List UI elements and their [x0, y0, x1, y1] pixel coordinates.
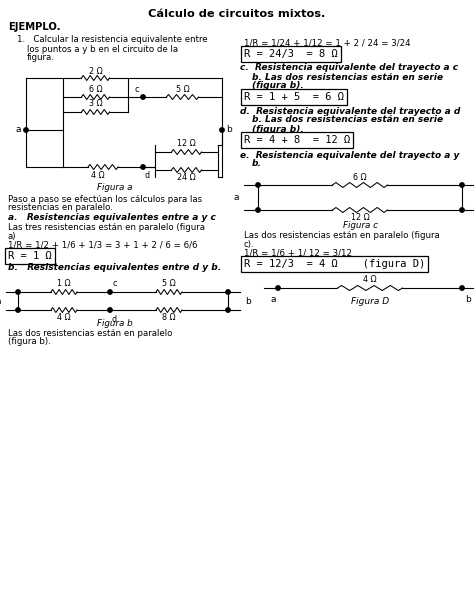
Text: c: c [135, 85, 139, 94]
Text: a: a [15, 126, 21, 134]
Text: e.  Resistencia equivalente del trayecto a y: e. Resistencia equivalente del trayecto … [240, 151, 459, 159]
Text: b: b [245, 297, 251, 305]
Text: R = 12/3  = 4 Ω    (figura D): R = 12/3 = 4 Ω (figura D) [244, 259, 425, 269]
Circle shape [220, 128, 224, 132]
Text: a.   Resistencias equivalentes entre a y c: a. Resistencias equivalentes entre a y c [8, 213, 216, 223]
Text: R = 4 + 8  = 12 Ω: R = 4 + 8 = 12 Ω [244, 135, 350, 145]
Text: a: a [0, 297, 1, 305]
Text: 1/R = 1/6 + 1/ 12 = 3/12: 1/R = 1/6 + 1/ 12 = 3/12 [244, 248, 352, 257]
Text: 4 Ω: 4 Ω [363, 275, 377, 283]
Text: 1/R = 1/24 + 1/12 = 1 + 2 / 24 = 3/24: 1/R = 1/24 + 1/12 = 1 + 2 / 24 = 3/24 [244, 39, 410, 47]
Text: b: b [226, 126, 232, 134]
Text: Figura a: Figura a [97, 183, 133, 192]
Circle shape [141, 165, 145, 169]
Circle shape [460, 208, 464, 212]
Text: (figura b).: (figura b). [252, 82, 304, 91]
Text: 24 Ω: 24 Ω [177, 173, 196, 183]
Text: 4 Ω: 4 Ω [91, 170, 105, 180]
Circle shape [460, 286, 464, 290]
Text: b. Las dos resistencias están en serie: b. Las dos resistencias están en serie [252, 72, 443, 82]
Circle shape [108, 290, 112, 294]
Text: d: d [145, 172, 150, 180]
Text: 6 Ω: 6 Ω [353, 172, 367, 181]
Text: R = 24/3  = 8 Ω: R = 24/3 = 8 Ω [244, 49, 338, 59]
Text: (figura b).: (figura b). [8, 337, 51, 346]
Text: b: b [465, 294, 471, 303]
Circle shape [108, 308, 112, 312]
Text: b.: b. [252, 159, 262, 169]
Text: a): a) [8, 232, 17, 240]
Text: c.  Resistencia equivalente del trayecto a c: c. Resistencia equivalente del trayecto … [240, 64, 458, 72]
Circle shape [256, 208, 260, 212]
Text: 12 Ω: 12 Ω [351, 213, 369, 223]
Text: los puntos a y b en el circuito de la: los puntos a y b en el circuito de la [27, 45, 178, 53]
Circle shape [276, 286, 280, 290]
Text: R = 1 + 5  = 6 Ω: R = 1 + 5 = 6 Ω [244, 92, 344, 102]
Text: c).: c). [244, 240, 255, 248]
Text: Las tres resistencias están en paralelo (figura: Las tres resistencias están en paralelo … [8, 224, 205, 232]
Text: figura.: figura. [27, 53, 55, 61]
Text: Figura b: Figura b [97, 319, 133, 327]
Text: 3 Ω: 3 Ω [89, 99, 102, 109]
Text: Las dos resistencias están en paralelo (figura: Las dos resistencias están en paralelo (… [244, 230, 440, 240]
Circle shape [16, 308, 20, 312]
Text: Cálculo de circuitos mixtos.: Cálculo de circuitos mixtos. [148, 9, 326, 19]
Text: 5 Ω: 5 Ω [176, 85, 190, 94]
Text: 2 Ω: 2 Ω [89, 66, 102, 75]
Text: c: c [113, 278, 118, 287]
Circle shape [16, 290, 20, 294]
Text: 1 Ω: 1 Ω [57, 280, 71, 289]
Text: b. Las dos resistencias están en serie: b. Las dos resistencias están en serie [252, 115, 443, 124]
Text: 1.   Calcular la resistencia equivalente entre: 1. Calcular la resistencia equivalente e… [17, 36, 208, 45]
Text: (figura b).: (figura b). [252, 124, 304, 134]
Circle shape [141, 95, 145, 99]
Text: a: a [270, 294, 276, 303]
Text: 5 Ω: 5 Ω [162, 280, 176, 289]
Text: R = 1 Ω: R = 1 Ω [8, 251, 52, 261]
Text: 1/R = 1/2 + 1/6 + 1/3 = 3 + 1 + 2 / 6 = 6/6: 1/R = 1/2 + 1/6 + 1/3 = 3 + 1 + 2 / 6 = … [8, 240, 198, 249]
Text: 6 Ω: 6 Ω [89, 85, 102, 94]
Circle shape [460, 183, 464, 187]
Circle shape [226, 308, 230, 312]
Text: Las dos resistencias están en paralelo: Las dos resistencias están en paralelo [8, 329, 173, 338]
Text: 8 Ω: 8 Ω [162, 313, 176, 322]
Text: 12 Ω: 12 Ω [177, 140, 196, 148]
Text: b.   Resistencias equivalentes entre d y b.: b. Resistencias equivalentes entre d y b… [8, 264, 221, 273]
Text: a: a [233, 193, 239, 202]
Text: EJEMPLO.: EJEMPLO. [8, 22, 61, 32]
Circle shape [24, 128, 28, 132]
Text: resistencias en paralelo.: resistencias en paralelo. [8, 202, 113, 211]
Text: d.  Resistencia equivalente del trayecto a d: d. Resistencia equivalente del trayecto … [240, 107, 460, 115]
Text: d: d [112, 314, 117, 324]
Text: Paso a paso se efectúan los cálculos para las: Paso a paso se efectúan los cálculos par… [8, 194, 202, 204]
Text: Figura c: Figura c [343, 221, 377, 229]
Text: Figura D: Figura D [351, 297, 389, 306]
Text: 4 Ω: 4 Ω [57, 313, 71, 322]
Circle shape [256, 183, 260, 187]
Circle shape [226, 290, 230, 294]
